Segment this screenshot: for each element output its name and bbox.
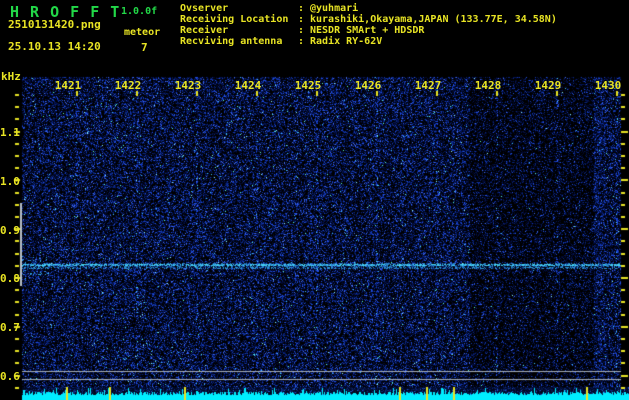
- info-row: Recviving antenna: Radix RY-62V: [180, 37, 557, 48]
- time-tick-label: 1429: [534, 79, 562, 92]
- freq-tick-label: 1.0: [0, 175, 20, 188]
- observer-info-panel: Ovserver: @yuhmari Receiving Location: kura…: [180, 4, 557, 48]
- info-row-value: NESDR SMArt + HDSDR: [310, 25, 425, 36]
- info-row-value: Radix RY-62V: [310, 36, 383, 47]
- info-row-label: Recviving antenna: [180, 36, 283, 47]
- time-tick-label: 1422: [114, 79, 142, 92]
- info-row-value: @yuhmari: [310, 3, 359, 14]
- info-row-label: Receiving Location: [180, 14, 289, 25]
- meteor-count: 7: [141, 41, 148, 54]
- freq-tick-label: 0.6: [0, 370, 20, 383]
- freq-tick-label: 1.1: [0, 126, 20, 139]
- info-row-separator: :: [298, 14, 305, 25]
- info-row-label: Ovserver: [180, 3, 229, 14]
- observation-mode-label: meteor: [124, 27, 161, 38]
- time-tick-label: 1427: [414, 79, 442, 92]
- app-title: H R O F F T: [10, 3, 121, 21]
- freq-axis-unit: kHz: [1, 70, 21, 83]
- info-row: Ovserver: @yuhmari: [180, 4, 557, 15]
- freq-tick-label: 0.7: [0, 321, 20, 334]
- output-filename: 2510131420.png: [8, 18, 101, 31]
- time-tick-label: 1424: [234, 79, 262, 92]
- time-tick-label: 1428: [474, 79, 502, 92]
- info-row: Receiver: NESDR SMArt + HDSDR: [180, 26, 557, 37]
- freq-tick-label: 0.8: [0, 272, 20, 285]
- info-row-label: Receiver: [180, 25, 229, 36]
- time-tick-label: 1426: [354, 79, 382, 92]
- info-row-separator: :: [298, 25, 305, 36]
- info-row: Receiving Location: kurashiki,Okayama,JAP…: [180, 15, 557, 26]
- info-row-value: kurashiki,Okayama,JAPAN (133.77E, 34.58N…: [310, 14, 557, 25]
- time-tick-label: 1421: [54, 79, 82, 92]
- app-version: 1.0.0f: [121, 6, 158, 17]
- info-row-separator: :: [298, 36, 305, 47]
- time-tick-label: 1430: [594, 79, 622, 92]
- observation-datetime: 25.10.13 14:20: [8, 40, 101, 53]
- freq-tick-label: 0.9: [0, 224, 20, 237]
- info-row-separator: :: [298, 3, 305, 14]
- time-tick-label: 1425: [294, 79, 322, 92]
- time-tick-label: 1423: [174, 79, 202, 92]
